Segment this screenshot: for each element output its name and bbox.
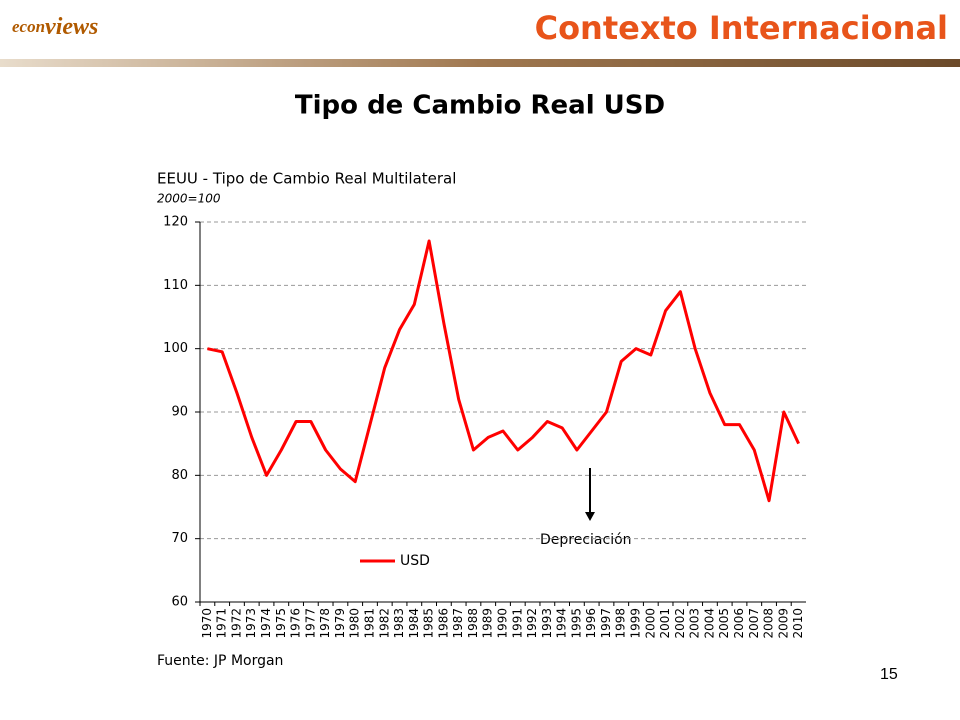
x-tick-label: 1983	[392, 608, 406, 639]
x-tick-label: 1994	[555, 608, 569, 639]
x-tick-label: 2004	[702, 608, 716, 639]
x-tick-label: 1989	[481, 608, 495, 639]
page-number: 15	[880, 666, 898, 683]
x-tick-label: 1978	[318, 608, 332, 639]
x-tick-label: 1986	[436, 608, 450, 639]
x-tick-label: 1982	[377, 608, 391, 639]
x-tick-label: 1974	[259, 608, 273, 639]
chart-subtitle: 2000=100	[157, 192, 221, 206]
header: Contexto Internacional	[535, 9, 948, 47]
x-tick-label: 1985	[422, 608, 436, 639]
y-tick-label: 60	[171, 595, 188, 610]
source: Fuente: JP Morgan	[157, 653, 283, 669]
x-tick-label: 2000	[643, 608, 657, 639]
x-tick-label: 1987	[451, 608, 465, 639]
x-tick-label: 1972	[229, 608, 243, 639]
x-tick-label: 1976	[289, 608, 303, 639]
x-tick-label: 2008	[762, 608, 776, 639]
x-tick-label: 1990	[496, 608, 510, 639]
y-tick-label: 90	[171, 405, 188, 420]
logo: econviews	[12, 14, 98, 40]
x-tick-label: 1970	[200, 608, 214, 639]
x-tick-label: 2009	[776, 608, 790, 639]
x-tick-label: 1993	[540, 608, 554, 639]
x-tick-label: 2006	[732, 608, 746, 639]
header-bar	[0, 59, 960, 67]
legend-label: USD	[400, 553, 430, 569]
x-tick-label: 1996	[584, 608, 598, 639]
heading: Tipo de Cambio Real USD	[295, 91, 665, 121]
x-tick-label: 2002	[673, 608, 687, 639]
y-tick-label: 120	[163, 215, 188, 230]
x-tick-label: 1973	[244, 608, 258, 639]
x-tick-label: 1981	[362, 608, 376, 639]
x-tick-label: 2007	[747, 608, 761, 639]
chart-title: EEUU - Tipo de Cambio Real Multilateral	[157, 170, 456, 188]
x-tick-label: 1988	[466, 608, 480, 639]
x-tick-label: 1999	[629, 608, 643, 639]
x-tick-label: 2010	[791, 608, 805, 639]
x-tick-label: 1995	[569, 608, 583, 639]
x-tick-label: 1998	[614, 608, 628, 639]
series-line	[207, 239, 800, 503]
x-tick-label: 2001	[658, 608, 672, 639]
x-tick-label: 1992	[525, 608, 539, 639]
y-tick-label: 100	[163, 341, 188, 356]
x-tick-label: 1979	[333, 608, 347, 639]
x-tick-label: 2005	[717, 608, 731, 639]
annotation: Depreciación	[540, 532, 632, 548]
x-tick-label: 1975	[274, 608, 288, 639]
y-tick-label: 80	[171, 468, 188, 483]
x-tick-label: 1977	[303, 608, 317, 639]
x-tick-label: 1971	[215, 608, 229, 639]
y-tick-label: 110	[163, 278, 188, 293]
x-tick-label: 1980	[348, 608, 362, 639]
arrow-head	[585, 512, 595, 521]
x-tick-label: 1984	[407, 608, 421, 639]
x-tick-label: 1997	[599, 608, 613, 639]
x-tick-label: 1991	[510, 608, 524, 639]
y-tick-label: 70	[171, 531, 188, 546]
logo-suffix: views	[45, 14, 98, 40]
logo-prefix: econ	[12, 17, 45, 36]
x-tick-label: 2003	[688, 608, 702, 639]
